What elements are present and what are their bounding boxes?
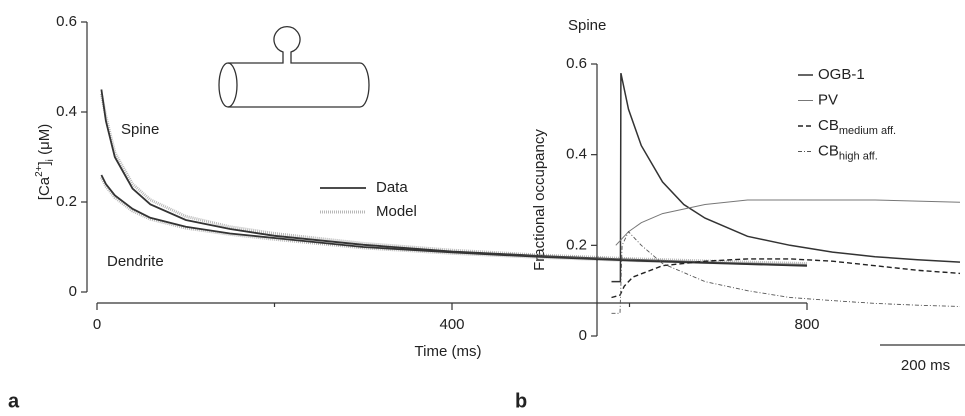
legend-label: Model xyxy=(376,203,417,220)
x-tick-label: 800 xyxy=(794,316,819,333)
y-axis-label: Fractional occupancy xyxy=(531,129,548,271)
curve-label: Dendrite xyxy=(107,253,164,270)
y-axis-label: [Ca2+]i (μM) xyxy=(34,124,56,200)
legend-label: OGB-1 xyxy=(818,66,865,83)
y-label-part: (μM) xyxy=(36,124,53,159)
legend-name: CB xyxy=(818,117,839,134)
panel-label: b xyxy=(515,390,527,412)
curve-label: Spine xyxy=(121,121,159,138)
series-line xyxy=(611,72,961,283)
inset-diagram xyxy=(218,26,370,108)
legend-subscript: high aff. xyxy=(839,150,878,162)
y-label-sub: i xyxy=(45,159,56,161)
series-line xyxy=(611,258,961,299)
y-tick-label: 0.4 xyxy=(566,146,587,163)
legend-label: CBmedium aff. xyxy=(818,117,896,137)
y-tick-label: 0.4 xyxy=(56,103,77,120)
data-line xyxy=(100,89,808,266)
legend-label: Data xyxy=(376,179,408,196)
legend-name: OGB-1 xyxy=(818,66,865,83)
model-line xyxy=(100,176,808,267)
scale-bar-label: 200 ms xyxy=(901,357,950,374)
y-label-sup: 2+ xyxy=(34,165,45,177)
chart-title: Spine xyxy=(568,17,606,34)
y-tick-label: 0 xyxy=(579,327,587,344)
legend-label: PV xyxy=(818,91,838,108)
y-tick-label: 0.2 xyxy=(566,236,587,253)
series-line xyxy=(615,199,961,246)
legend-label: CBhigh aff. xyxy=(818,142,878,162)
x-axis-label: Time (ms) xyxy=(415,343,482,360)
y-label-part: [Ca xyxy=(36,176,53,200)
data-line xyxy=(100,174,808,267)
panel-label: a xyxy=(8,390,20,412)
legend-subscript: medium aff. xyxy=(839,125,896,137)
x-tick-label: 400 xyxy=(439,316,464,333)
legend-name: PV xyxy=(818,91,838,108)
y-tick-label: 0 xyxy=(69,283,77,300)
y-label-part: ] xyxy=(36,161,53,165)
model-line xyxy=(99,93,808,266)
y-tick-label: 0.6 xyxy=(56,13,77,30)
y-tick-label: 0.2 xyxy=(56,193,77,210)
x-tick-label: 0 xyxy=(93,316,101,333)
legend-name: CB xyxy=(818,142,839,159)
y-tick-label: 0.6 xyxy=(566,55,587,72)
